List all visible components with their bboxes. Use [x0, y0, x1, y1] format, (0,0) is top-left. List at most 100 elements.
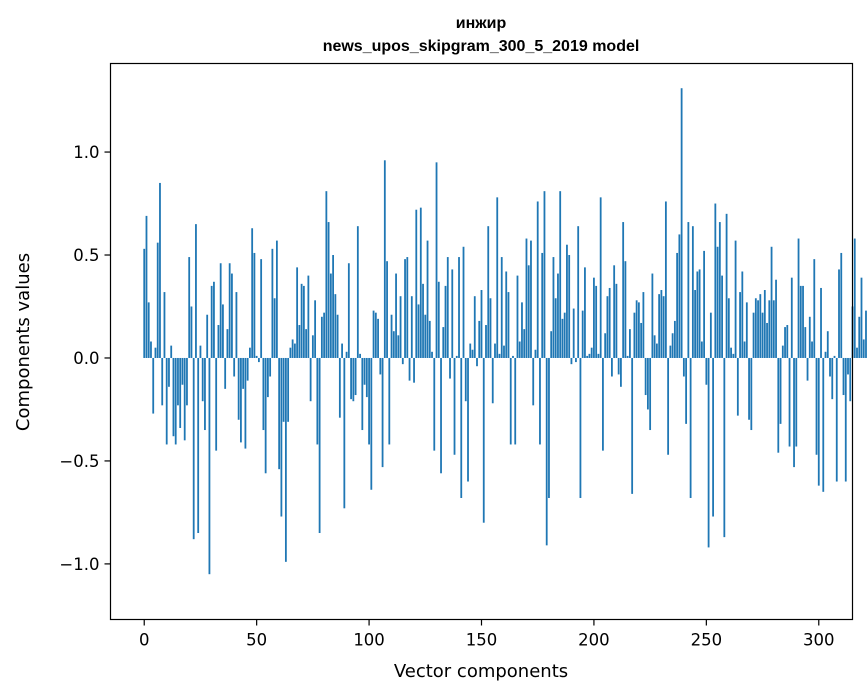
bar-181 — [550, 331, 553, 358]
y-tick-label: 0.0 — [73, 349, 99, 368]
bar-272 — [754, 298, 757, 358]
bar-293 — [802, 285, 804, 358]
bar-238 — [678, 234, 681, 358]
bar-60 — [278, 357, 281, 470]
bar-138 — [453, 357, 456, 455]
bar-260 — [727, 298, 730, 358]
bar-88 — [341, 343, 343, 358]
bar-271 — [752, 312, 755, 358]
bar-225 — [649, 357, 652, 431]
bar-131 — [437, 281, 440, 358]
bar-129 — [433, 357, 436, 451]
bar-120 — [413, 357, 415, 383]
bar-224 — [646, 357, 649, 410]
bar-318 — [858, 316, 861, 358]
bar-321 — [865, 310, 867, 358]
bar-140 — [458, 257, 460, 358]
bar-286 — [786, 325, 789, 358]
bar-175 — [536, 201, 539, 358]
bar-186 — [561, 318, 564, 358]
bar-158 — [498, 353, 501, 358]
bar-155 — [491, 357, 494, 404]
bar-77 — [316, 357, 319, 445]
bar-92 — [350, 357, 352, 400]
bar-76 — [314, 300, 317, 358]
bar-34 — [219, 263, 222, 358]
bar-40 — [233, 357, 236, 377]
bar-278 — [768, 300, 771, 358]
bar-183 — [554, 298, 557, 358]
x-tick-label: 50 — [246, 631, 267, 650]
bar-86 — [336, 314, 339, 358]
bar-243 — [689, 357, 692, 498]
bar-233 — [667, 357, 670, 455]
bar-48 — [251, 228, 254, 358]
bar-35 — [222, 304, 224, 358]
bar-297 — [811, 341, 813, 358]
bar-156 — [494, 343, 496, 358]
bar-87 — [338, 357, 341, 418]
bar-14 — [174, 357, 177, 445]
bar-303 — [824, 351, 827, 358]
chart-title: инжир — [456, 15, 507, 32]
bar-301 — [820, 287, 822, 358]
bar-159 — [500, 257, 503, 358]
bar-135 — [446, 257, 449, 358]
bar-16 — [179, 357, 182, 428]
x-tick-label: 300 — [803, 631, 835, 650]
bar-133 — [442, 327, 445, 358]
bar-6 — [156, 242, 159, 358]
bar-215 — [626, 355, 629, 358]
bar-267 — [743, 341, 746, 358]
bar-316 — [853, 238, 856, 358]
bar-103 — [374, 312, 377, 358]
bar-58 — [273, 298, 276, 358]
x-tick-label: 200 — [578, 631, 610, 650]
bar-111 — [392, 331, 395, 358]
bar-139 — [455, 355, 458, 358]
bar-226 — [651, 273, 654, 358]
bar-184 — [557, 273, 559, 358]
bar-247 — [698, 269, 701, 358]
bar-172 — [530, 240, 532, 358]
bar-162 — [507, 292, 510, 358]
bar-11 — [168, 357, 170, 387]
bar-213 — [622, 222, 625, 358]
bar-169 — [523, 329, 526, 358]
bar-134 — [444, 285, 447, 358]
bar-191 — [572, 308, 575, 358]
bar-95 — [356, 226, 359, 358]
bar-199 — [590, 347, 593, 358]
bar-127 — [428, 320, 431, 358]
bar-275 — [761, 312, 764, 358]
bar-4 — [152, 357, 155, 414]
bar-187 — [563, 312, 566, 358]
bar-99 — [365, 357, 368, 398]
bar-195 — [581, 310, 584, 358]
bar-295 — [806, 357, 809, 381]
bar-67 — [293, 343, 296, 358]
bar-228 — [655, 343, 658, 358]
bar-108 — [386, 261, 388, 358]
bar-144 — [467, 357, 469, 482]
bar-214 — [624, 261, 627, 358]
bar-269 — [748, 357, 750, 420]
bar-163 — [509, 357, 512, 445]
bar-89 — [343, 357, 346, 509]
bar-142 — [462, 246, 465, 358]
bar-221 — [640, 322, 643, 358]
bar-13 — [172, 357, 175, 437]
y-tick-label: 1.0 — [73, 143, 99, 162]
bar-277 — [766, 322, 768, 358]
bar-36 — [224, 357, 227, 389]
bar-307 — [833, 355, 836, 358]
bar-279 — [770, 246, 773, 358]
bar-66 — [291, 339, 294, 358]
bar-249 — [703, 250, 705, 358]
bar-164 — [512, 355, 514, 358]
bar-312 — [844, 357, 847, 482]
bar-102 — [372, 310, 375, 358]
bar-91 — [347, 263, 350, 358]
bar-314 — [849, 357, 852, 402]
